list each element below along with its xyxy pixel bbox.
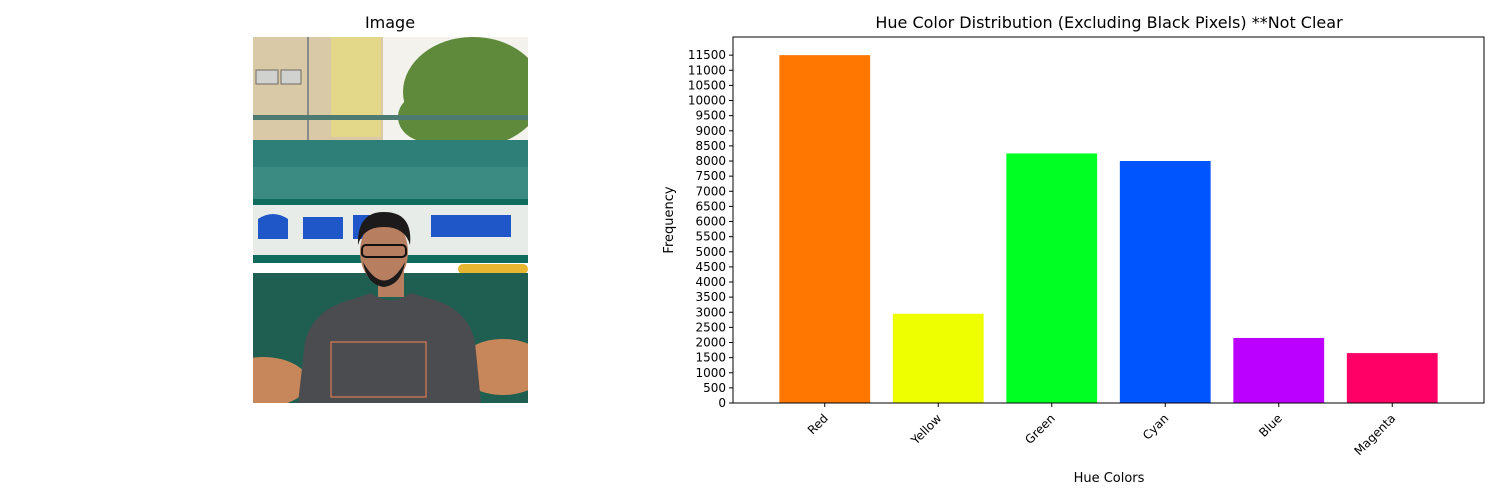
y-tick-label: 5000 <box>695 245 726 259</box>
y-tick-label: 10000 <box>688 94 726 108</box>
y-tick-label: 500 <box>703 381 726 395</box>
x-tick-label: Magenta <box>1351 411 1398 458</box>
photo-stripe-green <box>253 199 528 205</box>
axes-frame <box>732 36 1485 404</box>
x-tick-label: Green <box>1022 411 1058 447</box>
bar-yellow <box>892 313 984 403</box>
y-tick-label: 3000 <box>695 305 726 319</box>
photo-shirt <box>298 293 481 403</box>
photo-face <box>360 219 408 285</box>
y-tick-label: 11000 <box>688 63 726 77</box>
photo-tank-mid <box>253 167 528 199</box>
bar-blue <box>1233 337 1325 403</box>
photo-tank-top <box>253 140 528 170</box>
photo-beard <box>363 262 405 287</box>
bar-red <box>779 55 871 403</box>
photo-image <box>253 37 528 403</box>
x-tick-label: Red <box>805 411 831 437</box>
y-tick-label: 1500 <box>695 351 726 365</box>
y-tick-label: 6500 <box>695 199 726 213</box>
photo-window-2 <box>280 69 302 85</box>
y-tick-label: 1000 <box>695 366 726 380</box>
y-tick-label: 7000 <box>695 184 726 198</box>
y-tick-label: 5500 <box>695 230 726 244</box>
y-tick-label: 3500 <box>695 290 726 304</box>
y-tick-label: 0 <box>718 396 726 410</box>
y-tick-label: 7500 <box>695 169 726 183</box>
x-tick-label: Blue <box>1256 411 1285 440</box>
y-tick-label: 2000 <box>695 336 726 350</box>
y-axis-label: Frequency <box>662 186 677 253</box>
y-tick-label: 4500 <box>695 260 726 274</box>
x-tick-label: Cyan <box>1140 411 1171 442</box>
chart-title: Hue Color Distribution (Excluding Black … <box>875 13 1343 32</box>
y-tick-label: 9500 <box>695 109 726 123</box>
y-tick-label: 11500 <box>688 48 726 62</box>
y-tick-label: 2500 <box>695 320 726 334</box>
bar-cyan <box>1119 161 1211 403</box>
y-tick-label: 4000 <box>695 275 726 289</box>
photo-glasses <box>361 244 407 258</box>
photo-rail <box>253 115 528 120</box>
y-tick-label: 9000 <box>695 124 726 138</box>
y-tick-label: 8000 <box>695 154 726 168</box>
x-axis-label: Hue Colors <box>1074 471 1145 486</box>
bar-magenta <box>1346 353 1438 403</box>
photo-hair <box>357 212 411 245</box>
photo-shirt-print <box>330 341 427 398</box>
photo-window <box>255 69 279 85</box>
y-tick-label: 6000 <box>695 215 726 229</box>
image-panel-title: Image <box>365 13 415 32</box>
x-tick-label: Yellow <box>908 411 945 448</box>
photo-yellow-bar <box>458 264 528 274</box>
y-tick-label: 8500 <box>695 139 726 153</box>
photo-hose-left <box>253 357 308 403</box>
y-tick-label: 10500 <box>688 78 726 92</box>
photo-building-pillar <box>331 37 381 137</box>
bar-green <box>1006 153 1098 403</box>
